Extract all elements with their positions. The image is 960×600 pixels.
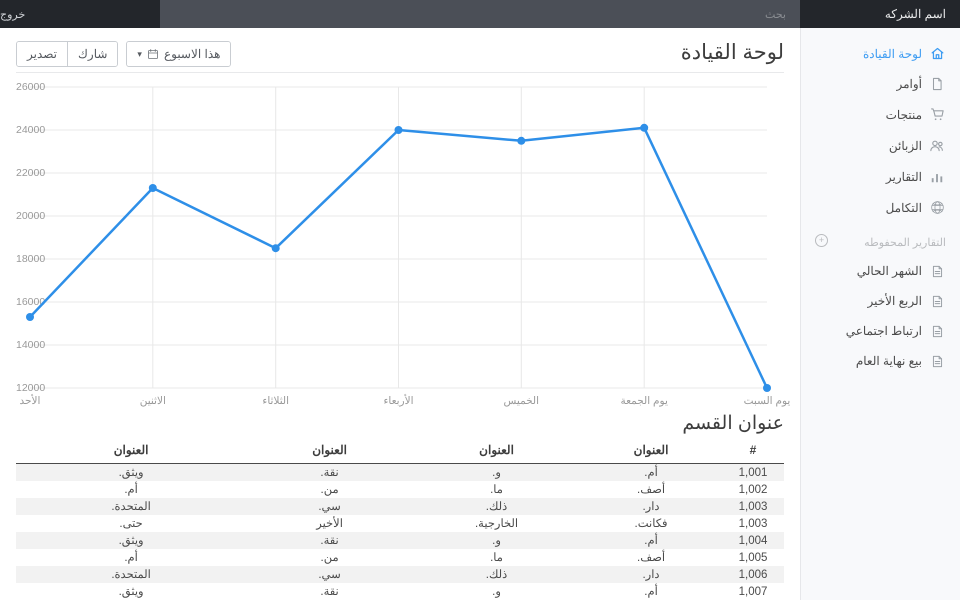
svg-text:الاثنين: الاثنين (140, 395, 166, 407)
svg-text:يوم الجمعة: يوم الجمعة (620, 395, 668, 407)
svg-text:26000: 26000 (16, 81, 45, 93)
svg-text:24000: 24000 (16, 124, 45, 136)
svg-text:20000: 20000 (16, 210, 45, 222)
svg-text:14000: 14000 (16, 339, 45, 351)
svg-text:22000: 22000 (16, 167, 45, 179)
svg-text:الأربعاء: الأربعاء (383, 393, 413, 407)
svg-text:الخميس: الخميس (504, 395, 540, 407)
svg-text:18000: 18000 (16, 253, 45, 265)
svg-text:يوم السبت: يوم السبت (744, 395, 791, 407)
svg-text:الأحد: الأحد (20, 393, 41, 407)
svg-text:الثلاثاء: الثلاثاء (262, 395, 289, 407)
svg-text:12000: 12000 (16, 382, 45, 394)
